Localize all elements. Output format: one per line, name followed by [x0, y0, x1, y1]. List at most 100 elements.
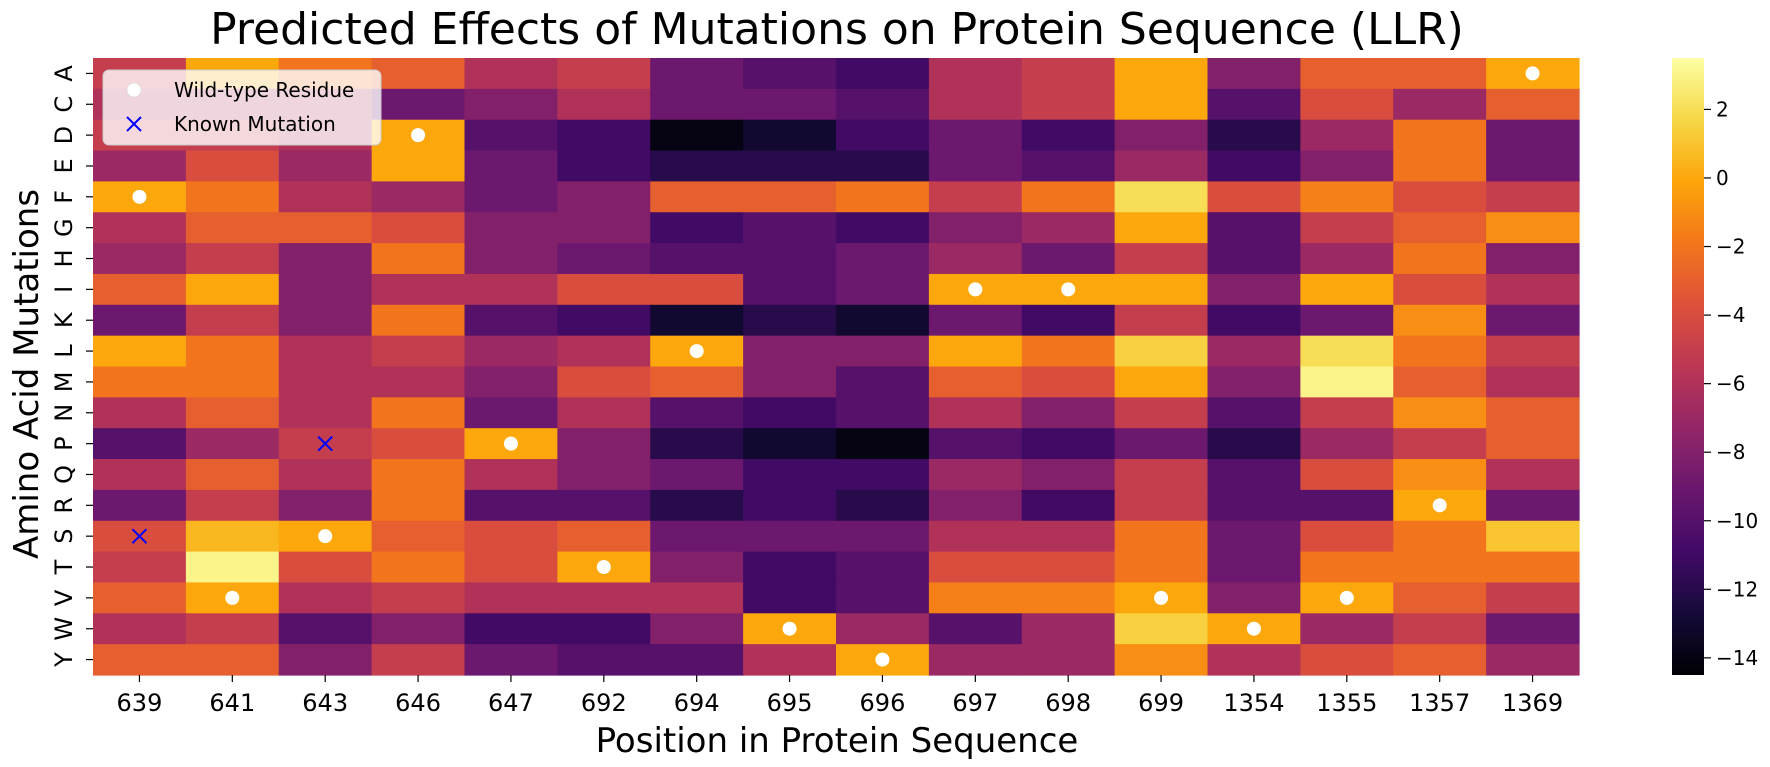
heatmap-cell-K-1369 [1486, 304, 1580, 337]
heatmap-cell-V-639 [93, 582, 187, 614]
heatmap-cell-C-1357 [1393, 88, 1487, 121]
heatmap-cell-S-1354 [1207, 520, 1301, 553]
heatmap-cell-W-697 [928, 613, 1023, 645]
heatmap-cell-Q-695 [743, 459, 837, 491]
heatmap-cell-F-699 [1114, 181, 1209, 213]
heatmap-cell-Q-694 [650, 459, 744, 491]
y-tick-label: D [50, 126, 78, 144]
heatmap-cell-L-646 [371, 335, 466, 368]
x-tick-label: 1369 [1502, 689, 1563, 717]
x-tick-label: 692 [581, 689, 627, 717]
heatmap-cell-R-696 [836, 489, 930, 522]
heatmap-cell-C-697 [928, 88, 1023, 121]
heatmap-cell-L-1369 [1486, 335, 1580, 368]
heatmap-cell-E-647 [464, 150, 558, 182]
heatmap-cell-R-643 [278, 489, 373, 522]
heatmap-cell-V-696 [836, 582, 930, 614]
heatmap-cell-E-692 [557, 150, 651, 182]
x-tick-label: 643 [302, 689, 348, 717]
chart-title: Predicted Effects of Mutations on Protei… [210, 4, 1464, 55]
x-tick-label: 1354 [1223, 689, 1284, 717]
heatmap-cell-R-697 [928, 489, 1023, 522]
x-tick-label: 697 [952, 689, 998, 717]
heatmap-cell-T-699 [1114, 551, 1209, 584]
heatmap-cell-S-641 [185, 520, 280, 553]
heatmap-cell-V-1357 [1393, 582, 1487, 614]
heatmap-cell-G-694 [650, 212, 744, 244]
heatmap-cell-Q-1357 [1393, 459, 1487, 491]
heatmap-cell-G-699 [1114, 212, 1209, 244]
heatmap-cell-S-699 [1114, 520, 1209, 553]
heatmap-cell-D-1357 [1393, 119, 1487, 152]
heatmap-cell-M-1355 [1300, 366, 1394, 398]
heatmap-cell-M-639 [93, 366, 187, 398]
heatmap-cell-P-1369 [1486, 428, 1580, 460]
heatmap-cell-C-1369 [1486, 88, 1580, 121]
y-tick-label: N [50, 404, 78, 422]
heatmap-cell-W-641 [185, 613, 280, 645]
wild-type-marker-1354-W [1246, 621, 1261, 636]
heatmap-cell-D-647 [464, 119, 558, 152]
colorbar-tick-label: −10 [1716, 509, 1758, 533]
heatmap-cell-W-646 [371, 613, 466, 645]
y-tick-label: F [50, 190, 78, 204]
heatmap-cell-P-1357 [1393, 428, 1487, 460]
heatmap-cell-D-697 [928, 119, 1023, 152]
heatmap-cell-D-1354 [1207, 119, 1301, 152]
x-tick-label: 699 [1138, 689, 1184, 717]
heatmap-cell-F-697 [928, 181, 1023, 213]
heatmap-cell-M-1357 [1393, 366, 1487, 398]
heatmap-cell-H-641 [185, 243, 280, 275]
heatmap-cell-C-647 [464, 88, 558, 121]
heatmap-cell-A-696 [836, 58, 930, 90]
heatmap-cell-G-641 [185, 212, 280, 244]
heatmap-cell-E-695 [743, 150, 837, 182]
heatmap-cell-L-647 [464, 335, 558, 368]
heatmap-cell-L-1354 [1207, 335, 1301, 368]
heatmap-cell-I-647 [464, 273, 558, 306]
heatmap-cell-Y-1357 [1393, 644, 1487, 676]
heatmap-cell-F-1369 [1486, 181, 1580, 213]
heatmap-cell-M-695 [743, 366, 837, 398]
heatmap-cell-R-694 [650, 489, 744, 522]
heatmap-cell-T-647 [464, 551, 558, 584]
heatmap-cell-P-695 [743, 428, 837, 460]
heatmap-cell-M-1354 [1207, 366, 1301, 398]
y-tick-label: R [50, 497, 78, 514]
heatmap-cell-R-695 [743, 489, 837, 522]
heatmap-cell-G-647 [464, 212, 558, 244]
heatmap-cell-M-646 [371, 366, 466, 398]
heatmap-cell-H-696 [836, 243, 930, 275]
heatmap-cell-Y-694 [650, 644, 744, 676]
heatmap-cell-F-695 [743, 181, 837, 213]
heatmap-cell-V-647 [464, 582, 558, 614]
heatmap-cell-C-698 [1021, 88, 1116, 121]
heatmap-cell-G-646 [371, 212, 466, 244]
x-tick-label: 639 [117, 689, 163, 717]
colorbar-ticks: 2 0 −2 −4 −6 −8 −10 −12 −14 [1704, 97, 1758, 670]
heatmap-cell-K-694 [650, 304, 744, 337]
y-tick-label: M [50, 372, 78, 393]
heatmap-cell-Y-643 [278, 644, 373, 676]
heatmap-cell-I-1357 [1393, 273, 1487, 306]
heatmap-cell-E-646 [371, 150, 466, 182]
colorbar-tick-label: −8 [1716, 440, 1745, 464]
heatmap-cell-S-1357 [1393, 520, 1487, 553]
heatmap-cell-M-641 [185, 366, 280, 398]
heatmap-cell-A-699 [1114, 58, 1209, 90]
heatmap-cell-Q-696 [836, 459, 930, 491]
x-axis-label: Position in Protein Sequence [596, 721, 1079, 761]
heatmap-cell-F-698 [1021, 181, 1116, 213]
heatmap-cell-P-694 [650, 428, 744, 460]
heatmap-cell-F-694 [650, 181, 744, 213]
heatmap-cell-H-1369 [1486, 243, 1580, 275]
heatmap-cell-Q-643 [278, 459, 373, 491]
heatmap-cell-A-646 [371, 58, 466, 90]
heatmap-cell-P-692 [557, 428, 651, 460]
heatmap-cell-G-696 [836, 212, 930, 244]
heatmap-cell-W-643 [278, 613, 373, 645]
x-tick-label: 698 [1045, 689, 1091, 717]
heatmap-cell-E-1357 [1393, 150, 1487, 182]
known-mutation-marker-639-S [131, 528, 148, 544]
heatmap-cells [93, 58, 1580, 676]
